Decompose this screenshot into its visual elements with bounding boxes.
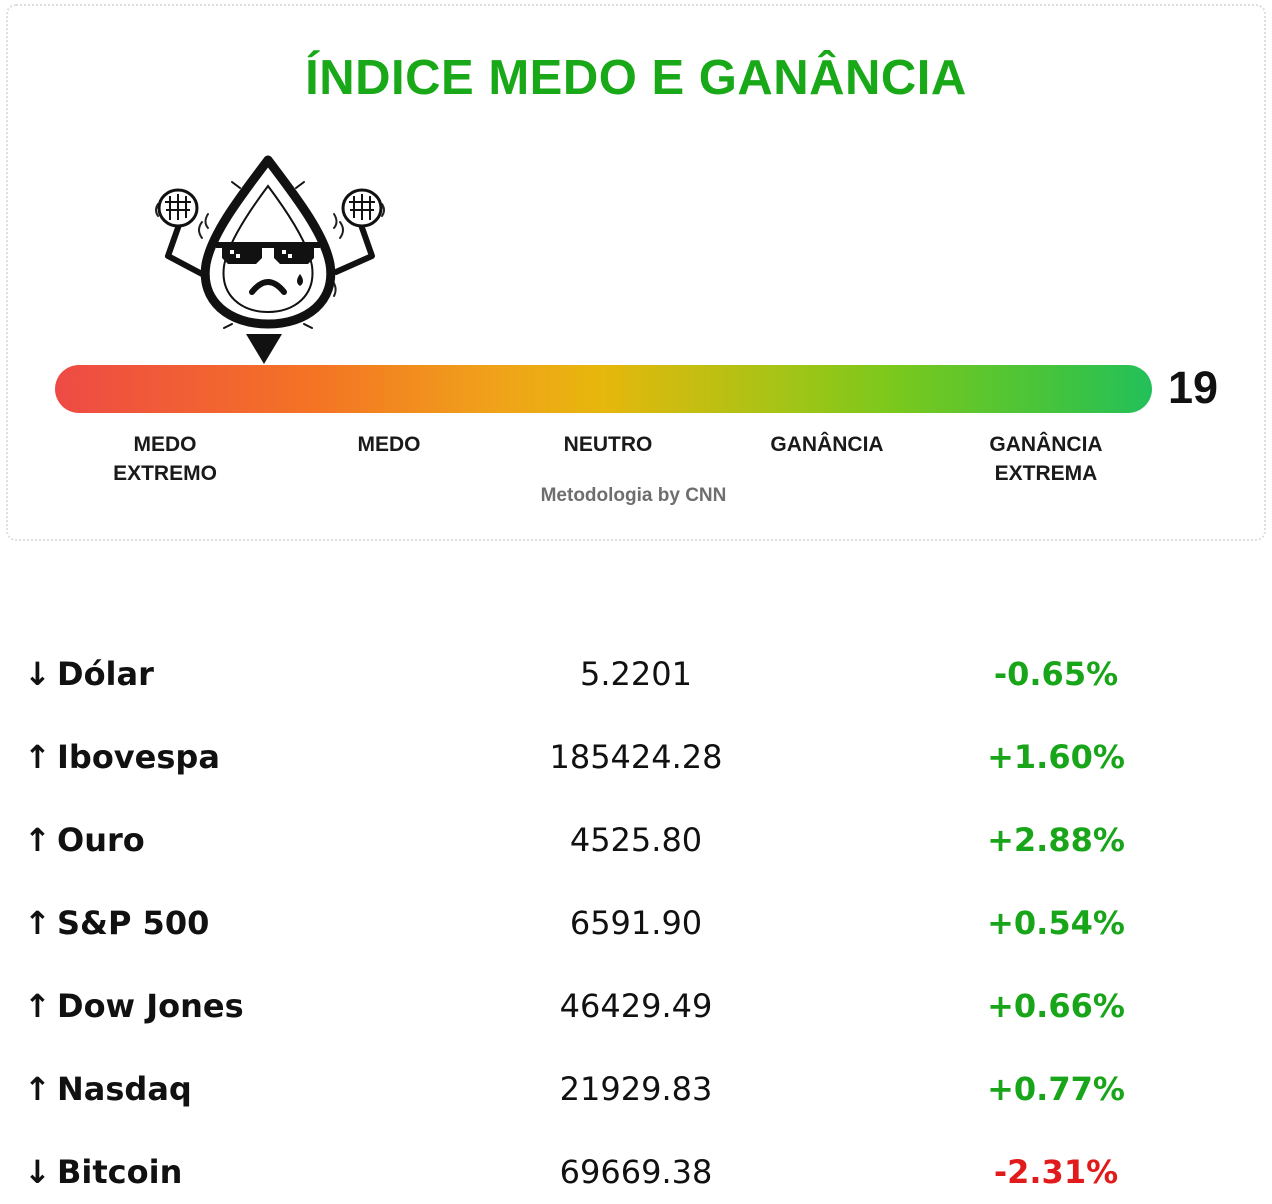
- market-value: 69669.38: [559, 1153, 713, 1191]
- fear-drop-mascot-icon: [155, 155, 385, 364]
- market-name: S&P 500: [57, 904, 210, 942]
- market-change: +2.88%: [987, 821, 1125, 859]
- scale-label-extreme-greed: GANÂNCIA EXTREMA: [989, 433, 1103, 485]
- market-row-nasdaq: ↑ Nasdaq 21929.83 +0.77%: [0, 1051, 1272, 1134]
- market-value: 46429.49: [559, 987, 713, 1025]
- arrow-up-icon: ↑: [24, 738, 51, 776]
- market-value: 185424.28: [549, 738, 723, 776]
- market-row-bitcoin: ↓ Bitcoin 69669.38 -2.31%: [0, 1134, 1272, 1204]
- market-value: 21929.83: [559, 1070, 713, 1108]
- scale-label-fear: MEDO: [357, 433, 421, 456]
- market-name: Dólar: [57, 655, 154, 693]
- arrow-up-icon: ↑: [24, 821, 51, 859]
- market-row-sp500: ↑ S&P 500 6591.90 +0.54%: [0, 885, 1272, 968]
- market-change: +0.54%: [987, 904, 1125, 942]
- arrow-up-icon: ↑: [24, 904, 51, 942]
- market-change: -0.65%: [993, 655, 1119, 693]
- scale-label-extreme-fear: MEDO EXTREMO: [113, 433, 217, 485]
- market-change: +1.60%: [987, 738, 1125, 776]
- market-row-ouro: ↑ Ouro 4525.80 +2.88%: [0, 802, 1272, 885]
- widget-title: ÍNDICE MEDO E GANÂNCIA: [305, 51, 967, 105]
- arrow-up-icon: ↑: [24, 987, 51, 1025]
- market-quotes-list: ↓ Dólar 5.2201 -0.65% ↑ Ibovespa 185424.28…: [0, 636, 1272, 1204]
- market-name: Ouro: [57, 821, 145, 859]
- scale-label-neutral: NEUTRO: [563, 433, 653, 456]
- market-row-dolar: ↓ Dólar 5.2201 -0.65%: [0, 636, 1272, 719]
- market-row-ibovespa: ↑ Ibovespa 185424.28 +1.60%: [0, 719, 1272, 802]
- market-change: +0.66%: [987, 987, 1125, 1025]
- market-name: Bitcoin: [57, 1153, 183, 1191]
- market-name: Ibovespa: [57, 738, 220, 776]
- fear-greed-gauge-bar: [55, 365, 1152, 413]
- market-change: +0.77%: [987, 1070, 1125, 1108]
- market-value: 6591.90: [569, 904, 703, 942]
- arrow-down-icon: ↓: [24, 655, 51, 693]
- market-value: 5.2201: [580, 655, 692, 693]
- triangle-down-icon: [246, 334, 282, 364]
- market-value: 4525.80: [569, 821, 703, 859]
- market-name: Nasdaq: [57, 1070, 192, 1108]
- arrow-down-icon: ↓: [24, 1153, 51, 1191]
- scale-label-greed: GANÂNCIA: [770, 433, 884, 456]
- methodology-credit: Metodologia by CNN: [540, 485, 727, 506]
- fear-greed-score: 19: [1168, 362, 1219, 413]
- arrow-up-icon: ↑: [24, 1070, 51, 1108]
- market-row-dow-jones: ↑ Dow Jones 46429.49 +0.66%: [0, 968, 1272, 1051]
- market-change: -2.31%: [993, 1153, 1119, 1191]
- market-name: Dow Jones: [57, 987, 244, 1025]
